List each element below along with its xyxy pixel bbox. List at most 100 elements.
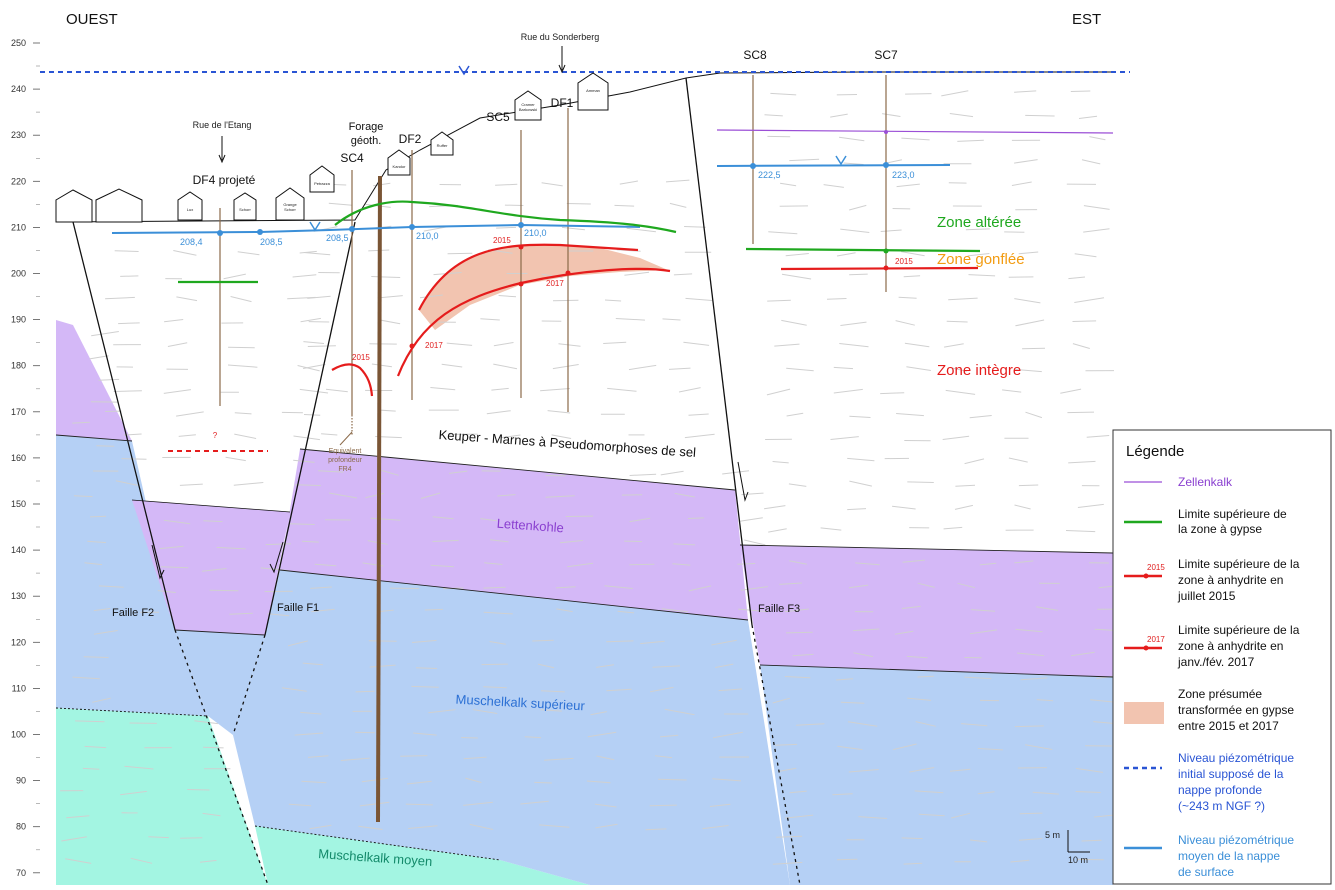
strata-dash <box>321 434 337 435</box>
strata-dash <box>892 506 916 509</box>
fr4-arrow <box>340 432 352 445</box>
strata-dash <box>969 275 996 276</box>
strata-dash <box>187 790 209 791</box>
strata-dash <box>1073 321 1097 322</box>
strata-dash <box>847 509 866 510</box>
borehole-label-df2: DF2 <box>399 132 422 146</box>
water-value-4: 210,0 <box>416 231 439 241</box>
transformed-gypse-zone <box>419 245 668 330</box>
axis-tick-label: 220 <box>11 176 26 186</box>
strata-dash <box>1026 412 1042 417</box>
strata-dash <box>534 782 552 783</box>
strata-dash <box>228 347 255 348</box>
strata-dash <box>774 344 799 346</box>
strata-dash <box>844 163 864 165</box>
east-label: EST <box>1072 11 1101 28</box>
scale-vertical-label: 5 m <box>1045 830 1060 840</box>
strata-dash <box>661 471 684 475</box>
fault-f1-label: Faille F1 <box>277 602 319 614</box>
strata-dash <box>1073 344 1090 349</box>
strata-dash <box>416 668 437 669</box>
strata-dash <box>379 320 400 324</box>
strata-dash <box>168 343 187 347</box>
legend-anh2017-label-1: Limite supérieure de la <box>1178 623 1300 637</box>
legend-zone-swatch <box>1124 702 1164 724</box>
strata-dash <box>231 297 252 302</box>
strata-dash <box>380 410 396 411</box>
strata-dash <box>896 321 915 326</box>
zellenkalk-line <box>717 130 1113 133</box>
legend-piezo-init-label-3: nappe profonde <box>1178 783 1262 797</box>
axis-tick-label: 160 <box>11 453 26 463</box>
strata-dash <box>1015 726 1044 727</box>
strata-dash <box>948 298 977 300</box>
strata-dash <box>1078 504 1104 507</box>
strata-dash <box>669 368 691 369</box>
strata-dash <box>786 254 809 256</box>
axis-tick-label: 250 <box>11 38 26 48</box>
strata-dash <box>840 229 869 232</box>
strata-dash <box>824 185 844 188</box>
strata-dash <box>847 458 874 460</box>
equiv-label-3: FR4 <box>338 466 351 473</box>
strata-dash <box>955 505 973 509</box>
strata-dash <box>765 115 783 116</box>
axis-tick-label: 180 <box>11 361 26 371</box>
legend-zone-label-2: transformée en gypse <box>1178 703 1294 717</box>
strata-dash <box>210 590 239 591</box>
house-label-schorr: Schorr <box>239 207 251 212</box>
strata-dash <box>540 389 570 391</box>
water-value-3: 208,5 <box>326 233 349 243</box>
strata-dash <box>630 474 657 475</box>
legend-zone-label-3: entre 2015 et 2017 <box>1178 719 1279 733</box>
strata-dash <box>1066 531 1095 532</box>
strata-dash <box>487 411 511 414</box>
strata-dash <box>896 414 924 416</box>
borehole-label-sc8: SC8 <box>743 48 767 62</box>
houses <box>56 73 608 222</box>
strata-dash <box>122 459 147 460</box>
legend-anh2015-point <box>1144 574 1149 579</box>
fault-f2-label: Faille F2 <box>112 607 154 619</box>
strata-dash <box>493 364 517 369</box>
legend-title: Légende <box>1126 443 1184 460</box>
strata-dash <box>176 412 204 416</box>
rue-etang-label: Rue de l'Etang <box>193 120 252 130</box>
muschelkalk-sup-layer-east <box>760 665 1113 885</box>
strata-dash <box>830 114 848 117</box>
zone-integre-label: Zone intègre <box>937 362 1021 379</box>
strata-dash <box>786 632 813 633</box>
strata-dash <box>897 184 920 187</box>
strata-dash <box>849 481 872 486</box>
strata-dash <box>620 181 638 184</box>
strata-dash <box>965 459 984 464</box>
strata-dash <box>304 415 320 416</box>
strata-dash <box>767 389 790 395</box>
strata-dash <box>120 276 138 277</box>
strata-dash <box>941 91 968 96</box>
strata-dash <box>768 529 787 532</box>
strata-dash <box>837 253 856 256</box>
strata-dash <box>234 434 256 438</box>
strata-dash <box>448 253 473 254</box>
strata-dash <box>902 838 923 839</box>
strata-dash <box>880 393 904 394</box>
strata-dash <box>689 414 709 415</box>
strata-dash <box>629 564 654 565</box>
strata-dash <box>679 388 701 392</box>
water-value-6: 222,5 <box>758 170 781 180</box>
strata-dash <box>666 180 689 182</box>
legend-piezo-moy-label-1: Niveau piézométrique <box>1178 833 1294 847</box>
legend-piezo-init-label-1: Niveau piézométrique <box>1178 751 1294 765</box>
strata-dash <box>1087 436 1110 438</box>
strata-dash <box>235 413 252 414</box>
strata-dash <box>616 319 645 321</box>
strata-dash <box>447 343 472 345</box>
borehole-label-sc5: SC5 <box>486 110 510 124</box>
strata-dash <box>1067 412 1094 413</box>
strata-dash <box>605 300 621 301</box>
strata-dash <box>839 344 868 347</box>
strata-dash <box>603 342 626 343</box>
strata-dash <box>400 756 427 757</box>
water-value-7: 223,0 <box>892 170 915 180</box>
